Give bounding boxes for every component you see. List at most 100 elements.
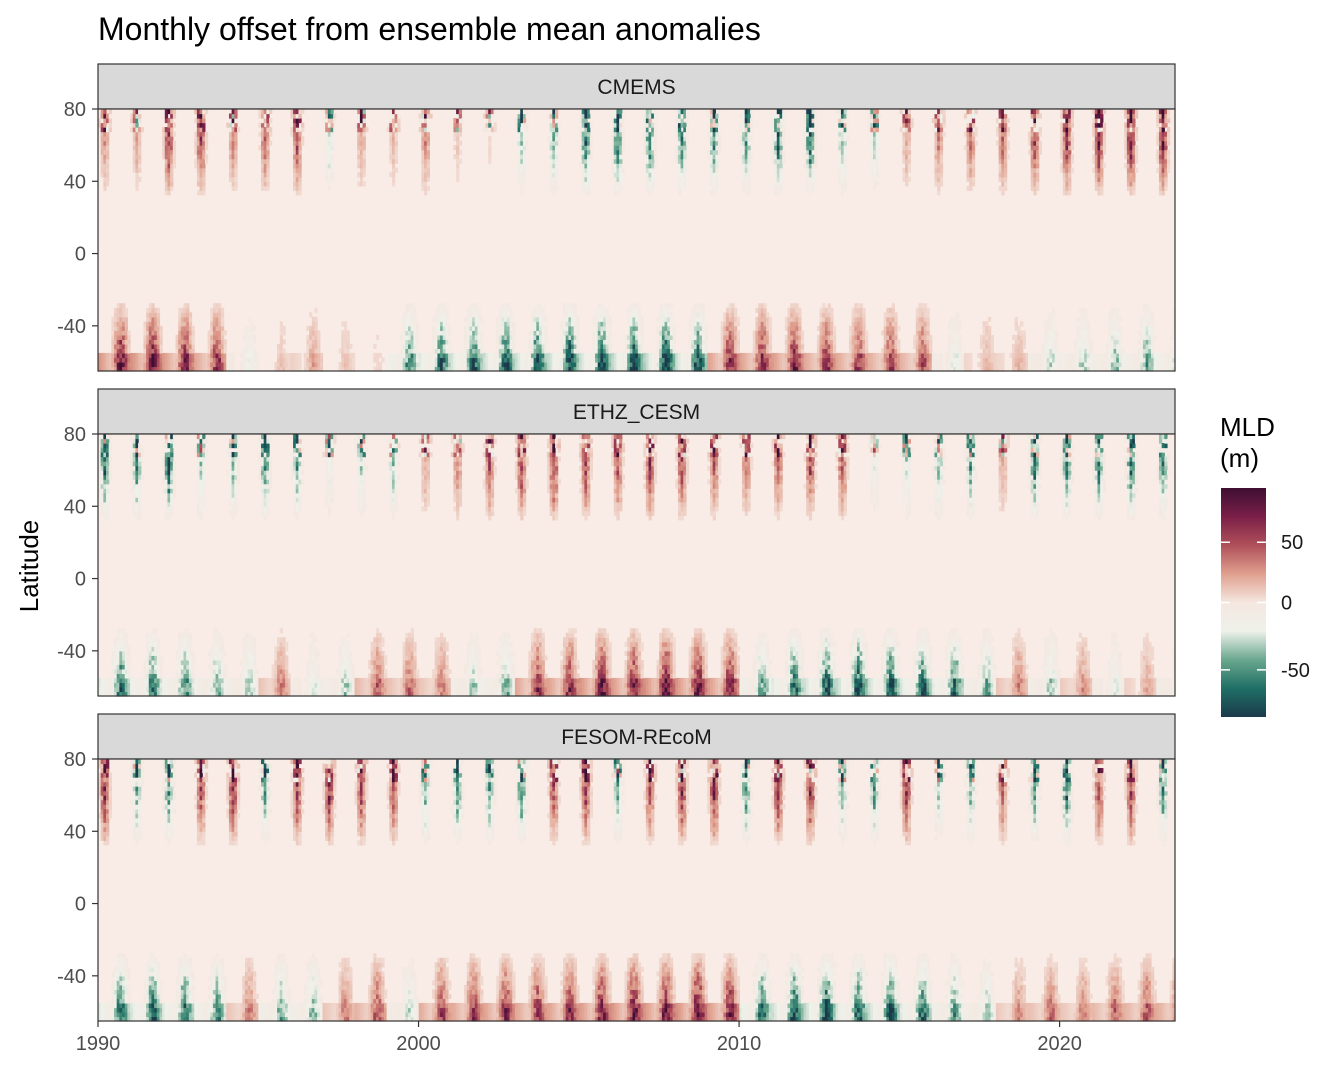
heatmap-cell	[637, 348, 642, 354]
heatmap-cell	[653, 154, 658, 160]
heatmap-cell	[752, 334, 757, 340]
heatmap-cell	[726, 316, 730, 322]
heatmap-cell	[437, 361, 441, 368]
heatmap-cell	[723, 357, 727, 363]
heatmap-cell	[343, 348, 348, 354]
heatmap-cell	[619, 154, 623, 160]
heatmap-cell	[581, 185, 585, 191]
heatmap-cell	[311, 316, 316, 322]
heatmap-cell	[143, 348, 147, 354]
facet-strip-label: CMEMS	[597, 76, 675, 99]
heatmap-cell	[576, 352, 580, 359]
heatmap-cell	[421, 145, 425, 151]
heatmap-cell	[440, 321, 444, 327]
heatmap-cell	[440, 339, 444, 345]
heatmap-cell	[763, 352, 767, 359]
heatmap-cell	[659, 321, 663, 327]
heatmap-cell	[648, 140, 652, 146]
heatmap-cell	[645, 131, 650, 137]
heatmap-cell	[731, 325, 735, 331]
heatmap-cell	[635, 343, 639, 350]
heatmap-cell	[135, 145, 139, 151]
heatmap-cell	[798, 312, 802, 318]
heatmap-cell	[140, 352, 145, 359]
heatmap-cell	[231, 118, 235, 124]
heatmap-cell	[469, 348, 473, 354]
heatmap-cell	[114, 352, 118, 359]
heatmap-cell	[437, 334, 441, 340]
heatmap-cell	[410, 366, 414, 372]
heatmap-cell	[1086, 321, 1091, 327]
heatmap-cell	[758, 348, 762, 354]
heatmap-cell	[130, 361, 134, 368]
heatmap-cell	[675, 361, 679, 368]
heatmap-cell	[148, 339, 153, 345]
heatmap-cell	[782, 118, 786, 124]
heatmap-cell	[317, 348, 321, 354]
heatmap-cell	[437, 316, 441, 322]
heatmap-cell	[226, 352, 230, 359]
heatmap-cell	[533, 325, 537, 331]
heatmap-cell	[432, 343, 436, 350]
heatmap-cell	[661, 330, 666, 336]
heatmap-cell	[341, 330, 345, 336]
heatmap-cell	[293, 154, 297, 160]
heatmap-cell	[426, 185, 430, 191]
heatmap-cell	[688, 366, 692, 372]
heatmap-cell	[106, 357, 110, 363]
heatmap-cell	[485, 352, 489, 359]
heatmap-cell	[643, 118, 647, 124]
heatmap-cell	[774, 127, 778, 133]
heatmap-cell	[715, 163, 719, 169]
heatmap-cell	[408, 321, 412, 327]
heatmap-cell	[685, 136, 690, 142]
heatmap-cell	[685, 109, 690, 115]
heatmap-cell	[587, 113, 591, 119]
heatmap-cell	[410, 307, 414, 313]
heatmap-cell	[330, 163, 334, 169]
heatmap-cell	[343, 321, 348, 327]
heatmap-cell	[506, 330, 511, 336]
heatmap-cell	[776, 127, 781, 133]
heatmap-cell	[680, 158, 684, 164]
heatmap-cell	[151, 303, 155, 309]
heatmap-cell	[627, 357, 631, 363]
heatmap-cell	[549, 145, 553, 151]
heatmap-cell	[359, 140, 364, 146]
heatmap-cell	[653, 136, 658, 142]
heatmap-cell	[605, 307, 610, 313]
heatmap-cell	[138, 357, 142, 363]
heatmap-cell	[279, 348, 283, 354]
heatmap-cell	[1054, 339, 1059, 345]
heatmap-cell	[461, 366, 465, 372]
heatmap-cell	[325, 113, 329, 119]
heatmap-cell	[333, 127, 337, 133]
heatmap-cell	[175, 366, 179, 372]
heatmap-cell	[907, 131, 912, 137]
heatmap-cell	[458, 361, 463, 368]
heatmap-cell	[530, 325, 535, 331]
heatmap-cell	[709, 366, 714, 372]
heatmap-cell	[677, 158, 682, 164]
heatmap-cell	[728, 366, 732, 372]
heatmap-cell	[683, 122, 687, 128]
heatmap-cell	[680, 352, 684, 359]
heatmap-cell	[776, 118, 781, 124]
heatmap-cell	[156, 316, 161, 322]
heatmap-cell	[704, 339, 708, 345]
heatmap-cell	[664, 339, 668, 345]
heatmap-cell	[327, 181, 332, 187]
heatmap-cell	[699, 303, 703, 309]
heatmap-cell	[747, 185, 751, 191]
heatmap-cell	[517, 357, 521, 363]
heatmap-cell	[525, 352, 529, 359]
heatmap-cell	[220, 334, 225, 340]
heatmap-cell	[474, 307, 479, 313]
heatmap-cell	[170, 118, 174, 124]
heatmap-cell	[298, 131, 302, 137]
heatmap-cell	[114, 312, 118, 318]
heatmap-cell	[656, 357, 660, 363]
heatmap-cell	[522, 357, 527, 363]
heatmap-cell	[667, 352, 671, 359]
